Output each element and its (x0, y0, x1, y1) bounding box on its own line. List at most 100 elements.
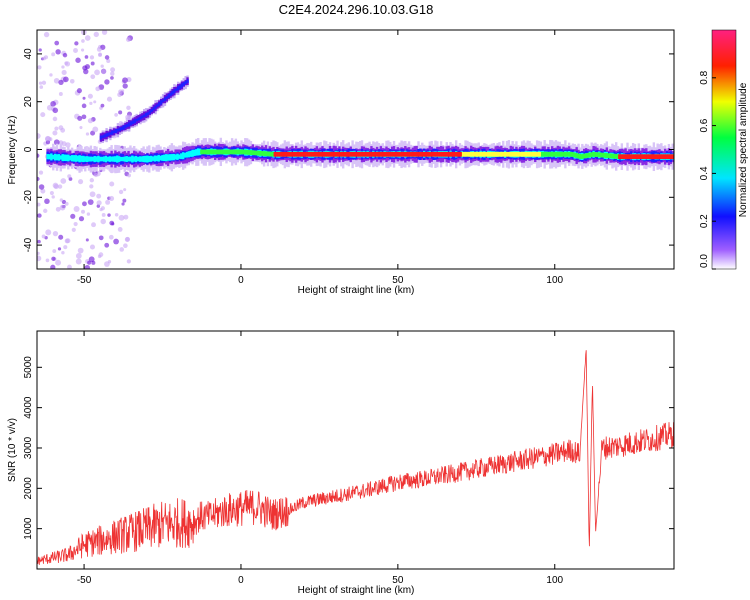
noise-speckle (37, 153, 40, 158)
ridge-core-cell (574, 153, 578, 158)
ridge-cell (89, 156, 93, 162)
ridge-core-cell (591, 152, 595, 157)
noise-speckle (89, 101, 93, 105)
ridge-cell (119, 156, 123, 162)
ridge-core-cell (203, 149, 207, 155)
ridge-core-cell (239, 149, 243, 155)
ridge-core-cell (578, 153, 581, 159)
ridge-cell (129, 156, 132, 162)
ridge-cell (91, 156, 94, 162)
noise-speckle (81, 39, 85, 43)
noise-speckle (81, 209, 85, 214)
ridge-core-cell (207, 149, 211, 155)
noise-speckle (123, 243, 128, 248)
ridge-core-cell (292, 151, 295, 157)
ridge-cell (184, 80, 187, 85)
ridge-cell (61, 154, 64, 162)
ridge-cell (166, 154, 170, 161)
noise-speckle (37, 133, 41, 139)
ridge-core-cell (514, 151, 517, 157)
colorbar-tick-label: 0.6 (699, 118, 710, 132)
ridge-core-cell (205, 149, 209, 155)
ridge-core-cell (407, 151, 410, 157)
ridge-cell (159, 155, 162, 161)
spectrogram-x-tick-label: 100 (546, 275, 563, 286)
ridge-core-cell (298, 151, 301, 157)
ridge-core-cell (495, 151, 499, 157)
noise-speckle (101, 168, 106, 172)
ridge-core-cell (414, 151, 418, 157)
noise-speckle (89, 55, 95, 60)
noise-speckle (93, 172, 99, 178)
noise-speckle (37, 239, 41, 244)
ridge-core-cell (358, 151, 361, 157)
noise-speckle (73, 206, 80, 213)
ridge-core-cell (593, 152, 597, 157)
ridge-core-cell (589, 152, 593, 158)
ridge-core-cell (469, 151, 472, 157)
ridge-core-cell (339, 151, 342, 157)
noise-speckle (59, 204, 66, 211)
noise-speckle (53, 139, 60, 146)
ridge-core-cell (245, 149, 248, 155)
noise-speckle (63, 245, 68, 250)
noise-speckle (65, 238, 71, 244)
noise-speckle (126, 259, 131, 264)
ridge-cell (198, 148, 202, 156)
ridge-core-cell (262, 151, 265, 156)
ridge-cell (52, 154, 55, 160)
ridge-core-cell (576, 153, 580, 159)
ridge-core-cell (533, 151, 536, 157)
ridge-core-cell (444, 151, 448, 157)
ridge-core-cell (331, 151, 335, 157)
noise-speckle (119, 247, 124, 252)
noise-speckle (110, 67, 116, 73)
ridge-cell (180, 83, 184, 88)
ridge-cell (109, 132, 112, 135)
ridge-core-cell (330, 151, 333, 157)
noise-speckle (90, 61, 95, 66)
ridge-core-cell (638, 154, 642, 160)
noise-speckle (108, 195, 115, 202)
ridge-cell (152, 107, 155, 111)
noise-speckle (100, 64, 104, 68)
ridge-core-cell (222, 149, 226, 155)
ridge-cell (101, 135, 105, 139)
ridge-cell (110, 156, 113, 162)
noise-speckle (87, 118, 93, 124)
ridge-core-cell (360, 151, 363, 157)
ridge-core-cell (382, 151, 386, 157)
ridge-cell (118, 127, 121, 132)
ridge-core-cell (243, 149, 246, 155)
ridge-core-cell (273, 151, 276, 157)
ridge-core-cell (333, 151, 337, 157)
noise-speckle (38, 48, 42, 52)
snr-x-tick-label: -50 (77, 575, 92, 586)
ridge-cell (169, 92, 172, 97)
noise-speckle (85, 132, 90, 136)
ridge-core-cell (294, 151, 297, 157)
noise-speckle (108, 234, 114, 240)
ridge-core-cell (665, 154, 668, 160)
noise-speckle (55, 206, 61, 212)
ridge-core-cell (550, 151, 553, 157)
ridge-core-cell (493, 151, 497, 157)
ridge-cell (80, 155, 83, 162)
ridge-core-cell (459, 151, 463, 157)
noise-speckle (50, 264, 56, 269)
ridge-core-cell (486, 151, 489, 157)
spectrogram-y-label: Frequency (Hz) (7, 116, 18, 185)
noise-speckle (88, 256, 95, 263)
ridge-core-cell (603, 152, 606, 158)
noise-speckle (104, 242, 110, 248)
ridge-core-cell (604, 153, 608, 158)
ridge-core-cell (311, 151, 314, 157)
ridge-core-cell (516, 151, 519, 157)
ridge-core-cell (343, 151, 346, 157)
ridge-core-cell (548, 151, 551, 157)
noise-speckle (52, 249, 57, 253)
noise-speckle (96, 46, 102, 52)
noise-speckle (104, 79, 110, 85)
ridge-core-cell (488, 151, 491, 157)
noise-speckle (61, 65, 65, 69)
